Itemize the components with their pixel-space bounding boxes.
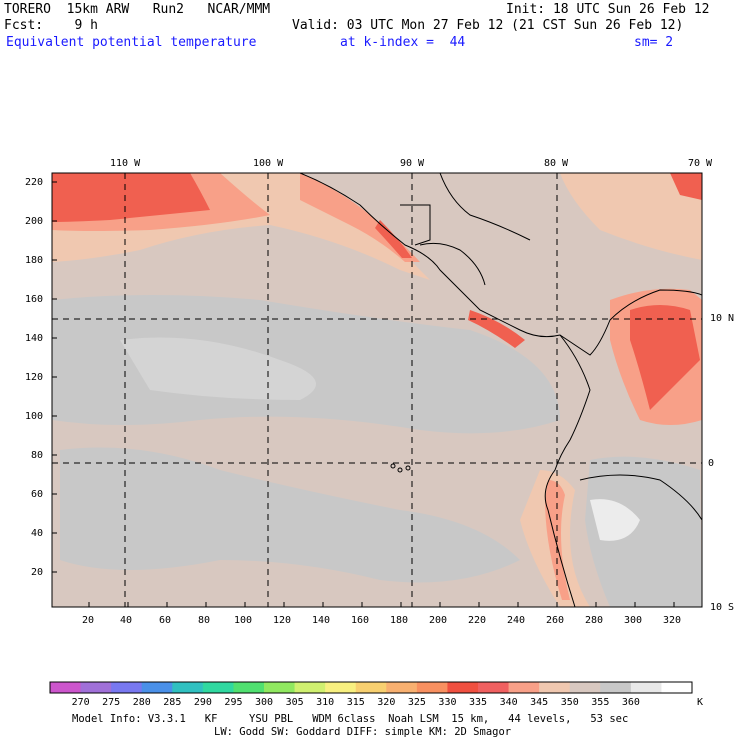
left-y-label: 80 [31, 450, 44, 461]
colorbar [49, 681, 693, 694]
left-y-label: 220 [25, 177, 44, 188]
colorbar-swatch [50, 682, 82, 693]
bottom-x-label: 240 [507, 615, 526, 626]
left-y-label: 180 [25, 255, 44, 266]
bottom-x-label: 200 [429, 615, 448, 626]
colorbar-label: 325 [407, 697, 426, 708]
colorbar-label: 360 [621, 697, 640, 708]
bottom-x-label: 180 [390, 615, 409, 626]
top-lon-label: 80 W [544, 158, 569, 169]
axis-ticks [52, 181, 675, 607]
bottom-x-label: 80 [198, 615, 211, 626]
colorbar-label: 340 [499, 697, 518, 708]
left-y-label: 40 [31, 528, 44, 539]
coastline [299, 173, 702, 607]
left-y-label: 100 [25, 411, 44, 422]
field-name: Equivalent potential temperature [6, 35, 257, 50]
graticule [52, 173, 702, 607]
colorbar-swatch [630, 682, 662, 693]
left-y-label: 60 [31, 489, 44, 500]
model-physics: LW: Godd SW: Goddard DIFF: simple KM: 2D… [214, 726, 512, 738]
bottom-x-label: 140 [312, 615, 331, 626]
colorbar-label: 330 [438, 697, 457, 708]
colorbar-label: 335 [469, 697, 488, 708]
bottom-x-label: 40 [120, 615, 133, 626]
colorbar-label: 270 [71, 697, 90, 708]
colorbar-swatch [325, 682, 357, 693]
colorbar-label: 355 [591, 697, 610, 708]
colorbar-label: 315 [346, 697, 365, 708]
left-y-label: 160 [25, 294, 44, 305]
bottom-x-label: 320 [663, 615, 682, 626]
colorbar-swatch [294, 682, 326, 693]
bottom-x-label: 120 [273, 615, 292, 626]
smoothing-label: sm= 2 [634, 35, 674, 50]
colorbar-swatch [386, 682, 418, 693]
colorbar-frame [49, 681, 693, 694]
colorbar-swatch [264, 682, 296, 693]
bottom-x-label: 60 [159, 615, 172, 626]
colorbar-swatch [416, 682, 448, 693]
bottom-x-label: 160 [351, 615, 370, 626]
colorbar-label: 310 [316, 697, 335, 708]
colorbar-swatch [447, 682, 479, 693]
colorbar-swatch [202, 682, 234, 693]
right-lat-label: 0 [708, 458, 715, 469]
bottom-x-label: 260 [546, 615, 565, 626]
right-lat-label: 10 S [710, 602, 735, 613]
run-title: TORERO 15km ARW Run2 NCAR/MMM [4, 2, 271, 17]
colorbar-label: 280 [132, 697, 151, 708]
bottom-x-label: 20 [82, 615, 95, 626]
colorbar-swatch [80, 682, 112, 693]
forecast-hour: Fcst: 9 h [4, 18, 98, 33]
level-label: at k-index = 44 [340, 35, 466, 50]
top-lon-label: 90 W [400, 158, 425, 169]
colorbar-label: 320 [377, 697, 396, 708]
top-lon-label: 110 W [110, 158, 141, 169]
left-y-label: 120 [25, 372, 44, 383]
colorbar-unit: K [697, 697, 704, 708]
colorbar-label: 300 [255, 697, 274, 708]
left-y-label: 20 [31, 567, 44, 578]
init-time: Init: 18 UTC Sun 26 Feb 12 [506, 2, 710, 17]
valid-time: Valid: 03 UTC Mon 27 Feb 12 (21 CST Sun … [292, 18, 684, 33]
colorbar-swatch [141, 682, 173, 693]
map-frame [51, 172, 703, 608]
top-lon-label: 70 W [688, 158, 713, 169]
left-y-label: 140 [25, 333, 44, 344]
colorbar-label: 290 [193, 697, 212, 708]
colorbar-swatch [478, 682, 510, 693]
bottom-x-label: 280 [585, 615, 604, 626]
top-lon-label: 100 W [253, 158, 284, 169]
colorbar-swatch [661, 682, 693, 693]
colorbar-swatch [569, 682, 601, 693]
bottom-x-label: 300 [624, 615, 643, 626]
colorbar-swatch [111, 682, 143, 693]
left-y-label: 200 [25, 216, 44, 227]
bottom-x-label: 220 [468, 615, 487, 626]
colorbar-label: 275 [102, 697, 121, 708]
colorbar-swatch [539, 682, 571, 693]
colorbar-label: 350 [560, 697, 579, 708]
colorbar-swatch [355, 682, 387, 693]
theta-e-field [52, 173, 702, 607]
bottom-x-label: 100 [234, 615, 253, 626]
colorbar-swatch [600, 682, 632, 693]
colorbar-label: 295 [224, 697, 243, 708]
colorbar-swatch [233, 682, 265, 693]
colorbar-swatch [172, 682, 204, 693]
right-lat-label: 10 N [710, 313, 735, 324]
colorbar-swatch [508, 682, 540, 693]
model-info: Model Info: V3.3.1 KF YSU PBL WDM 6class… [72, 713, 629, 725]
colorbar-label: 345 [530, 697, 549, 708]
colorbar-label: 305 [285, 697, 304, 708]
colorbar-label: 285 [163, 697, 182, 708]
